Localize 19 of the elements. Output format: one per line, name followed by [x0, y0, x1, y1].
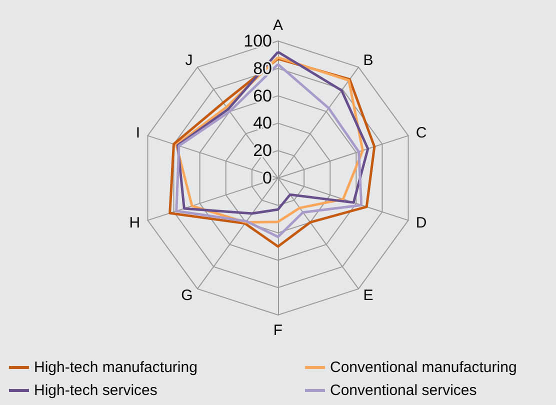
y-tick-label: 20	[253, 141, 272, 160]
spoke-label: I	[136, 124, 140, 142]
legend-label: Conventional services	[330, 382, 477, 399]
y-tick-label: 0	[262, 168, 272, 188]
y-tick-label: 60	[253, 86, 272, 106]
spoke-label: G	[181, 286, 193, 304]
y-tick-label: 40	[253, 114, 272, 133]
spoke-label: F	[273, 322, 283, 339]
spoke-label: C	[416, 124, 427, 142]
legend-label: High-tech manufacturing	[34, 359, 198, 376]
y-tick-label: 100	[244, 32, 272, 50]
spoke-label: J	[185, 52, 193, 70]
spoke-label: A	[272, 17, 284, 34]
legend-label: High-tech services	[34, 382, 158, 399]
legend-label: Conventional manufacturing	[330, 359, 517, 376]
spoke-label: B	[363, 52, 374, 70]
spoke-label: D	[416, 214, 427, 232]
spoke-label: H	[129, 214, 140, 232]
spoke-label: E	[363, 286, 374, 304]
